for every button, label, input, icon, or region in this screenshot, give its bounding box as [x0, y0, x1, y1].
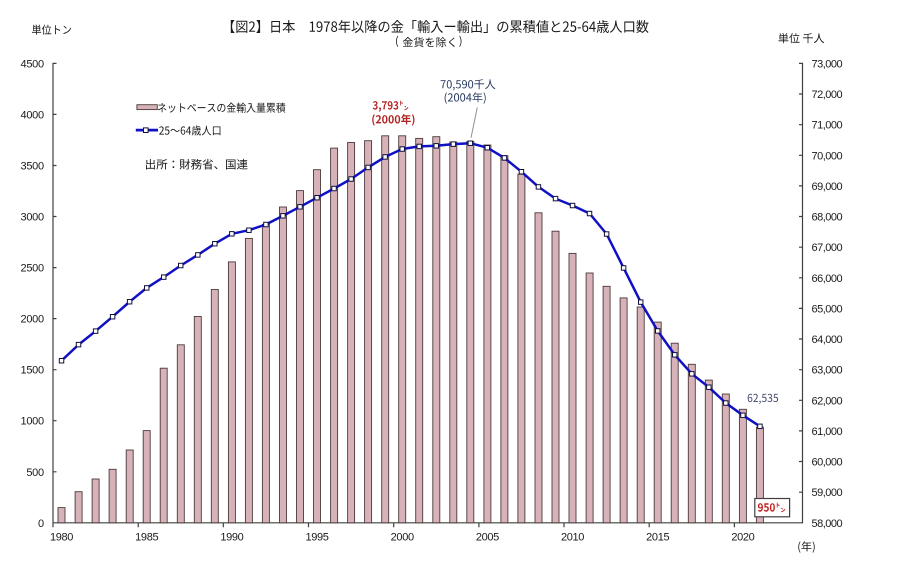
svg-text:4500: 4500: [21, 58, 44, 70]
svg-text:65,000: 65,000: [812, 303, 843, 315]
svg-text:4000: 4000: [21, 109, 44, 121]
svg-text:500: 500: [26, 467, 44, 479]
svg-text:60,000: 60,000: [812, 457, 843, 469]
svg-text:67,000: 67,000: [812, 242, 843, 254]
svg-text:73,000: 73,000: [812, 58, 843, 70]
svg-text:0: 0: [38, 518, 44, 530]
svg-text:71,000: 71,000: [812, 120, 843, 132]
svg-text:2015: 2015: [646, 532, 669, 544]
svg-text:1980: 1980: [50, 532, 73, 544]
svg-text:68,000: 68,000: [812, 212, 843, 224]
svg-text:61,000: 61,000: [812, 426, 843, 438]
svg-text:72,000: 72,000: [812, 89, 843, 101]
svg-text:66,000: 66,000: [812, 273, 843, 285]
svg-text:3500: 3500: [21, 161, 44, 173]
svg-text:3000: 3000: [21, 212, 44, 224]
svg-text:59,000: 59,000: [812, 487, 843, 499]
svg-text:1500: 1500: [21, 365, 44, 377]
svg-text:70,000: 70,000: [812, 150, 843, 162]
svg-text:2000: 2000: [391, 532, 414, 544]
svg-text:1985: 1985: [135, 532, 158, 544]
svg-text:2000: 2000: [21, 314, 44, 326]
svg-text:2500: 2500: [21, 263, 44, 275]
svg-text:64,000: 64,000: [812, 334, 843, 346]
svg-text:2005: 2005: [476, 532, 499, 544]
svg-text:63,000: 63,000: [812, 365, 843, 377]
svg-text:1995: 1995: [305, 532, 328, 544]
svg-text:58,000: 58,000: [812, 518, 843, 530]
svg-text:69,000: 69,000: [812, 181, 843, 193]
svg-text:2020: 2020: [731, 532, 754, 544]
svg-text:2010: 2010: [561, 532, 584, 544]
svg-text:62,000: 62,000: [812, 395, 843, 407]
svg-text:1000: 1000: [21, 416, 44, 428]
svg-text:1990: 1990: [220, 532, 243, 544]
